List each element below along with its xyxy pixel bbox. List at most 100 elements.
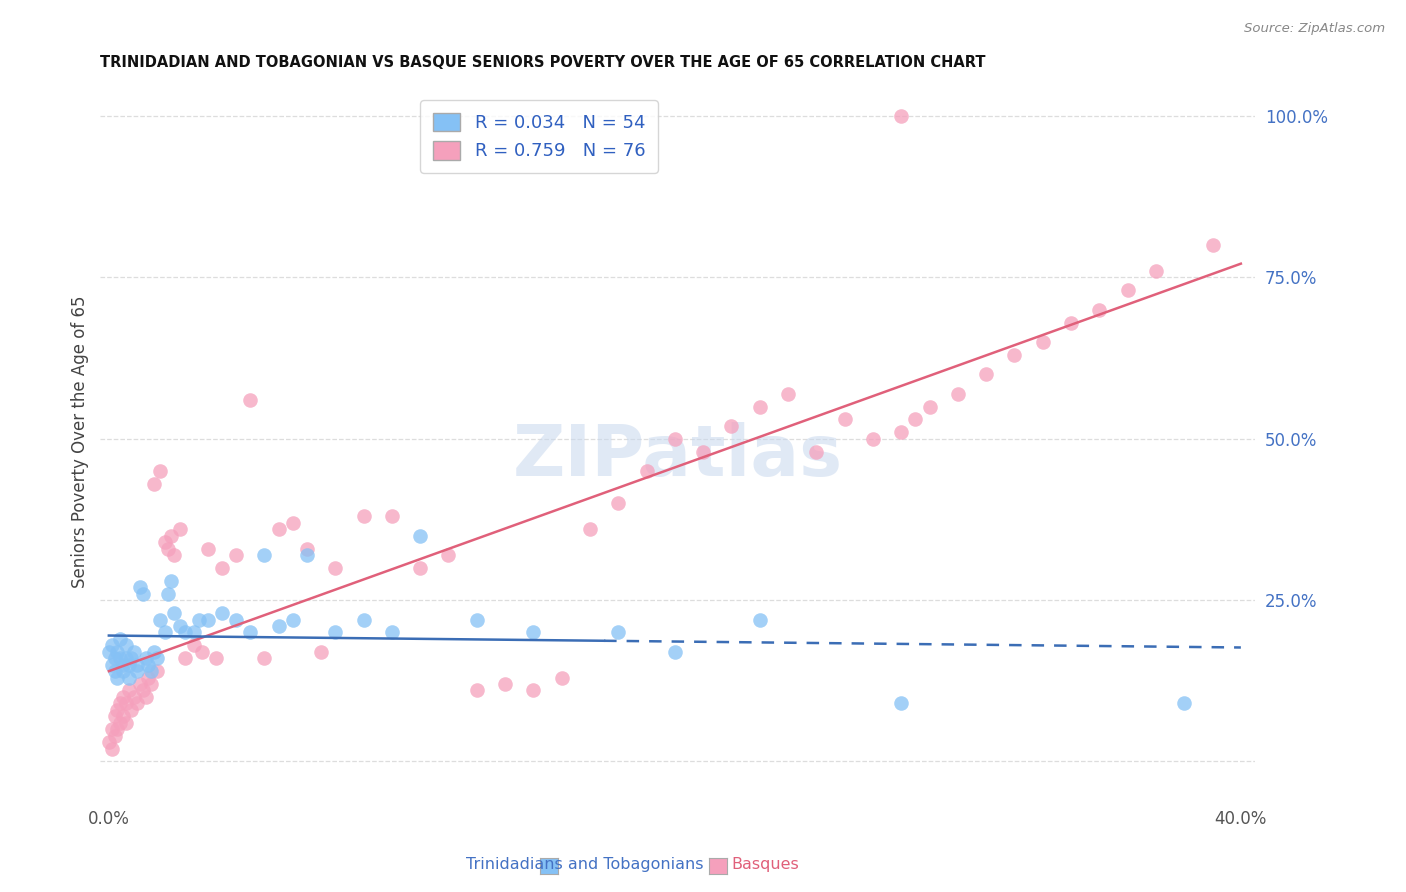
Point <box>974 368 997 382</box>
Point <box>105 703 128 717</box>
Point <box>143 645 166 659</box>
Point <box>97 645 120 659</box>
Point <box>579 522 602 536</box>
Point <box>267 619 290 633</box>
Point <box>160 528 183 542</box>
Text: ZIPatlas: ZIPatlas <box>513 422 842 491</box>
Point <box>183 638 205 652</box>
Point <box>664 645 686 659</box>
Point <box>100 638 122 652</box>
Point <box>127 664 149 678</box>
Point <box>163 548 186 562</box>
Point <box>114 651 136 665</box>
Point <box>124 645 146 659</box>
Point <box>129 677 152 691</box>
Point <box>105 671 128 685</box>
Point <box>127 697 149 711</box>
Point <box>1173 697 1195 711</box>
Point <box>108 651 131 665</box>
Point <box>494 677 516 691</box>
Point <box>138 671 160 685</box>
Point <box>211 561 233 575</box>
Point <box>132 683 155 698</box>
Point <box>103 651 125 665</box>
Point <box>636 464 658 478</box>
Point <box>169 522 191 536</box>
Text: Source: ZipAtlas.com: Source: ZipAtlas.com <box>1244 22 1385 36</box>
Point <box>132 587 155 601</box>
Point <box>890 109 912 123</box>
Point <box>155 535 177 549</box>
Point <box>188 613 211 627</box>
Point <box>205 651 228 665</box>
Point <box>174 651 197 665</box>
Point <box>108 632 131 646</box>
Point <box>225 613 247 627</box>
Point <box>323 625 346 640</box>
Point <box>118 683 141 698</box>
Point <box>890 425 912 440</box>
Point <box>138 657 160 672</box>
Point <box>100 657 122 672</box>
Point <box>118 657 141 672</box>
Point <box>607 496 630 510</box>
Text: Basques: Basques <box>731 857 799 872</box>
Point <box>135 690 157 704</box>
Point <box>111 657 134 672</box>
Point <box>135 651 157 665</box>
Point <box>522 625 544 640</box>
Point <box>1201 238 1223 252</box>
Point <box>163 606 186 620</box>
Point <box>225 548 247 562</box>
Point <box>295 548 318 562</box>
Point <box>437 548 460 562</box>
Point <box>806 444 828 458</box>
Point <box>157 541 180 556</box>
Point <box>323 561 346 575</box>
Point <box>141 677 163 691</box>
Point <box>776 386 799 401</box>
Point <box>111 709 134 723</box>
Point <box>105 723 128 737</box>
Point <box>522 683 544 698</box>
Point <box>100 741 122 756</box>
Point <box>353 613 375 627</box>
Point <box>381 509 404 524</box>
Text: Trinidadians and Tobagonians: Trinidadians and Tobagonians <box>465 857 703 872</box>
Point <box>146 651 169 665</box>
Legend: R = 0.034   N = 54, R = 0.759   N = 76: R = 0.034 N = 54, R = 0.759 N = 76 <box>420 100 658 173</box>
Point <box>103 709 125 723</box>
Point <box>862 432 884 446</box>
Point <box>1088 302 1111 317</box>
Point <box>281 613 304 627</box>
Point <box>100 723 122 737</box>
Point <box>114 715 136 730</box>
Point <box>183 625 205 640</box>
Point <box>692 444 714 458</box>
Point <box>124 690 146 704</box>
Point <box>607 625 630 640</box>
Text: TRINIDADIAN AND TOBAGONIAN VS BASQUE SENIORS POVERTY OVER THE AGE OF 65 CORRELAT: TRINIDADIAN AND TOBAGONIAN VS BASQUE SEN… <box>100 55 986 70</box>
Point <box>143 477 166 491</box>
Point <box>111 690 134 704</box>
Point <box>149 613 172 627</box>
Point <box>121 651 143 665</box>
Point <box>118 671 141 685</box>
Point <box>103 664 125 678</box>
Point <box>127 657 149 672</box>
Point <box>904 412 927 426</box>
Point <box>890 697 912 711</box>
Point <box>409 528 432 542</box>
Point <box>141 664 163 678</box>
Point <box>720 418 742 433</box>
Point <box>748 613 770 627</box>
Point <box>1144 264 1167 278</box>
Point <box>1060 316 1083 330</box>
Point <box>295 541 318 556</box>
Point <box>1116 283 1139 297</box>
Point <box>191 645 214 659</box>
Point <box>550 671 572 685</box>
Point <box>103 729 125 743</box>
Y-axis label: Seniors Poverty Over the Age of 65: Seniors Poverty Over the Age of 65 <box>72 296 89 588</box>
Point <box>834 412 856 426</box>
